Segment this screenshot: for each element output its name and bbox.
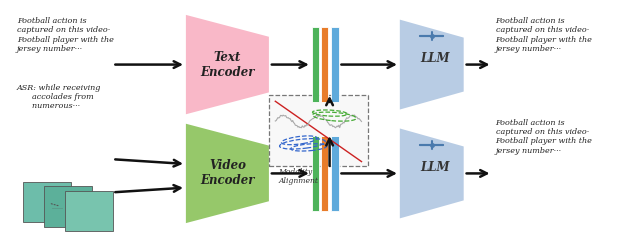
Text: LLM: LLM (420, 52, 450, 65)
Text: Football action is
captured on this video·
Football player with the
jersey numbe: Football action is captured on this vide… (495, 119, 593, 155)
Polygon shape (186, 124, 269, 223)
FancyBboxPatch shape (23, 182, 71, 222)
FancyBboxPatch shape (331, 136, 339, 211)
Text: Modality
Alignment: Modality Alignment (278, 168, 319, 185)
Text: Video
Encoder: Video Encoder (200, 159, 255, 187)
Text: Football action is
captured on this video·
Football player with the
jersey numbe: Football action is captured on this vide… (495, 17, 593, 53)
FancyBboxPatch shape (321, 27, 328, 102)
FancyBboxPatch shape (321, 136, 328, 211)
FancyBboxPatch shape (65, 191, 113, 231)
Text: Text
Encoder: Text Encoder (200, 51, 255, 79)
Polygon shape (400, 20, 464, 109)
FancyBboxPatch shape (269, 95, 368, 166)
FancyBboxPatch shape (312, 27, 319, 102)
FancyBboxPatch shape (44, 186, 92, 227)
Text: Football action is
captured on this video·
Football player with the
jersey numbe: Football action is captured on this vide… (17, 17, 113, 53)
Polygon shape (186, 15, 269, 114)
Polygon shape (400, 129, 464, 218)
FancyBboxPatch shape (312, 136, 319, 211)
Text: LLM: LLM (420, 161, 450, 174)
Text: ASR: while receiving
      accolades from
      numerous···: ASR: while receiving accolades from nume… (17, 84, 101, 110)
Text: ......: ...... (51, 205, 63, 210)
FancyBboxPatch shape (331, 27, 339, 102)
